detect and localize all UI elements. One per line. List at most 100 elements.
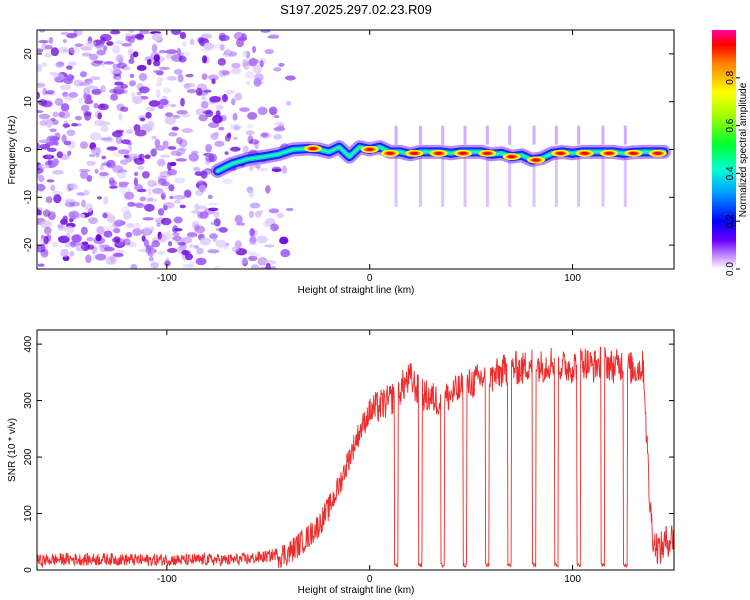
- noise-blob: [155, 89, 161, 98]
- noise-blob: [273, 114, 280, 119]
- noise-blob: [134, 184, 144, 191]
- noise-blob: [153, 59, 161, 67]
- y-tick-label: 200: [23, 448, 34, 465]
- colorbar-tick-label: 0.2: [725, 214, 736, 228]
- noise-blob: [144, 56, 155, 62]
- noise-blob: [115, 54, 124, 63]
- noise-blob: [179, 204, 186, 209]
- noise-blob: [87, 244, 95, 250]
- noise-blob: [146, 58, 152, 66]
- noise-blob: [207, 207, 219, 212]
- noise-blob: [201, 73, 208, 80]
- noise-blob: [127, 241, 138, 248]
- noise-blob: [247, 135, 254, 144]
- noise-blob: [113, 236, 121, 244]
- noise-blob: [85, 254, 92, 264]
- noise-blob: [103, 45, 108, 52]
- noise-blob: [248, 242, 259, 246]
- noise-blob: [245, 81, 251, 85]
- hotspot: [580, 151, 589, 155]
- noise-blob: [118, 183, 128, 188]
- noise-blob: [51, 241, 59, 248]
- noise-blob: [121, 42, 132, 47]
- noise-blob: [101, 155, 107, 160]
- snr-series-line: [37, 346, 674, 569]
- noise-blob: [110, 93, 119, 101]
- noise-blob: [163, 204, 168, 211]
- noise-blob: [215, 104, 224, 111]
- hotspot: [532, 158, 541, 162]
- noise-blob: [85, 40, 97, 46]
- noise-blob: [171, 54, 183, 62]
- noise-blob: [136, 91, 142, 96]
- noise-blob: [200, 96, 207, 101]
- hotspot: [365, 148, 374, 151]
- noise-blob: [66, 65, 73, 70]
- x-tick-label: 100: [564, 574, 581, 585]
- noise-blob: [241, 257, 248, 267]
- noise-blob: [265, 217, 276, 227]
- noise-blob: [112, 164, 124, 174]
- noise-blob: [133, 177, 138, 187]
- colorbar-ticks: 0.0 0.2 0.4 0.6 0.8: [725, 70, 740, 276]
- noise-blob: [197, 179, 204, 184]
- noise-blob: [114, 81, 124, 86]
- noise-blob: [37, 207, 44, 211]
- noise-blob: [264, 244, 275, 248]
- noise-blob: [212, 238, 217, 242]
- noise-blob: [111, 44, 121, 54]
- noise-blob: [213, 211, 220, 219]
- y-tick-label: -10: [23, 190, 34, 205]
- noise-blob: [79, 141, 89, 149]
- noise-blob: [52, 111, 59, 118]
- noise-blob: [215, 227, 223, 232]
- noise-blob: [205, 109, 214, 118]
- noise-blob: [181, 128, 193, 133]
- noise-blob: [182, 41, 187, 47]
- noise-blob: [138, 154, 143, 161]
- noise-blob: [200, 48, 211, 52]
- noise-blob: [226, 132, 232, 139]
- noise-blob: [116, 170, 127, 179]
- hotspot: [556, 151, 565, 155]
- noise-blob: [37, 183, 46, 192]
- noise-blob: [37, 164, 50, 169]
- noise-blob: [88, 53, 99, 61]
- noise-blob: [137, 165, 145, 171]
- noise-blob: [76, 30, 83, 36]
- noise-blob: [278, 62, 285, 67]
- noise-blob: [106, 41, 114, 46]
- noise-blob: [157, 175, 168, 181]
- noise-blob: [242, 50, 249, 58]
- noise-blob: [98, 171, 110, 180]
- noise-blob: [115, 40, 124, 45]
- noise-blob: [259, 266, 268, 269]
- noise-blob: [38, 113, 51, 120]
- noise-blob: [130, 264, 138, 269]
- noise-blob: [43, 52, 53, 58]
- noise-blob: [199, 211, 209, 219]
- noise-blob: [75, 243, 85, 252]
- noise-blob: [286, 100, 292, 106]
- noise-blob: [147, 120, 155, 128]
- noise-blob: [167, 241, 173, 247]
- noise-blob: [143, 239, 150, 248]
- noise-blob: [109, 185, 118, 189]
- noise-blob: [195, 205, 208, 210]
- noise-blob: [166, 248, 178, 253]
- snr-frame: [36, 329, 675, 571]
- noise-blob: [259, 59, 264, 68]
- noise-blob: [218, 32, 226, 42]
- noise-blob: [61, 134, 67, 143]
- y-tick-label: 0: [23, 567, 34, 573]
- noise-blob: [254, 210, 262, 218]
- noise-blob: [156, 77, 164, 82]
- noise-blob: [96, 226, 105, 235]
- noise-blob: [193, 244, 199, 249]
- x-tick-label: 0: [367, 574, 373, 585]
- noise-blob: [162, 202, 175, 209]
- noise-blob: [233, 136, 238, 140]
- noise-blob: [97, 112, 102, 120]
